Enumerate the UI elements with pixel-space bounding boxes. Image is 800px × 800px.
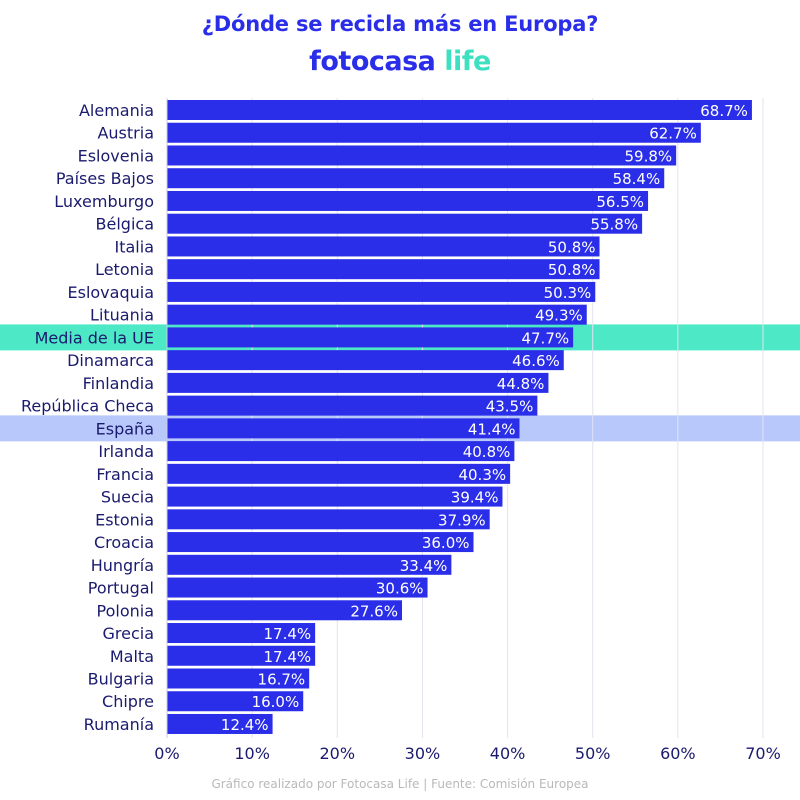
bar — [167, 100, 752, 120]
bar — [167, 509, 490, 530]
value-label: 58.4% — [613, 170, 661, 188]
x-tick-label: 0% — [154, 744, 179, 763]
value-label: 40.8% — [463, 443, 511, 461]
bar — [167, 350, 564, 371]
category-label: Lituania — [90, 306, 154, 325]
value-label: 59.8% — [624, 147, 672, 165]
category-label: Hungría — [91, 556, 154, 575]
bar — [167, 486, 503, 507]
category-label: Italia — [115, 237, 155, 256]
bar — [167, 259, 600, 280]
category-label: Estonia — [95, 510, 154, 529]
value-label: 49.3% — [535, 307, 583, 325]
category-label: Bulgaria — [88, 670, 154, 689]
category-label: Suecia — [101, 488, 154, 507]
value-label: 44.8% — [497, 375, 545, 393]
bar — [167, 190, 649, 211]
value-label: 27.6% — [350, 602, 398, 620]
category-label: Eslovaquia — [68, 283, 155, 302]
bar — [167, 236, 600, 257]
brand-logo: fotocasa life — [0, 46, 800, 77]
category-label: Malta — [110, 647, 154, 666]
bar — [167, 395, 538, 416]
value-label: 41.4% — [468, 420, 516, 438]
chart-title: ¿Dónde se recicla más en Europa? — [201, 12, 599, 36]
category-label: Irlanda — [98, 442, 154, 461]
bar — [167, 122, 701, 143]
value-label: 62.7% — [649, 125, 697, 143]
category-label: Dinamarca — [67, 351, 154, 370]
value-label: 46.6% — [512, 352, 560, 370]
value-label: 30.6% — [376, 580, 424, 598]
value-label: 16.0% — [252, 693, 300, 711]
bar — [167, 713, 273, 734]
bar — [167, 372, 549, 393]
category-label: Grecia — [102, 624, 154, 643]
value-label: 50.3% — [544, 284, 592, 302]
category-label: Rumanía — [84, 715, 154, 734]
bar — [167, 168, 665, 189]
x-tick-label: 60% — [660, 744, 696, 763]
bar — [167, 668, 310, 689]
category-label: España — [96, 419, 154, 438]
category-label: Austria — [97, 124, 154, 143]
bar — [167, 623, 316, 644]
category-label: Luxemburgo — [54, 192, 154, 211]
bar — [167, 327, 574, 348]
value-label: 50.8% — [548, 238, 596, 256]
value-label: 37.9% — [438, 511, 486, 529]
x-tick-label: 50% — [575, 744, 611, 763]
bar — [167, 600, 402, 621]
value-label: 39.4% — [451, 489, 499, 507]
x-tick-label: 20% — [320, 744, 356, 763]
brand-logo-main: fotocasa — [309, 46, 445, 77]
category-label: Croacia — [94, 533, 154, 552]
value-label: 12.4% — [221, 716, 269, 734]
category-label: Bélgica — [96, 215, 154, 234]
bar — [167, 532, 474, 553]
bar — [167, 691, 304, 712]
value-label: 68.7% — [700, 102, 748, 120]
bar — [167, 418, 520, 439]
value-label: 56.5% — [596, 193, 644, 211]
x-tick-label: 30% — [405, 744, 441, 763]
category-label: Francia — [96, 465, 154, 484]
category-label: Letonia — [95, 260, 154, 279]
category-label: Chipre — [102, 692, 154, 711]
bar — [167, 213, 643, 234]
bar — [167, 304, 587, 325]
value-label: 50.8% — [548, 261, 596, 279]
category-label: Finlandia — [83, 374, 154, 393]
bar — [167, 577, 428, 598]
brand-logo-accent: life — [444, 46, 491, 77]
category-label: República Checa — [21, 397, 154, 416]
category-label: Países Bajos — [56, 169, 154, 188]
category-label: Eslovenia — [78, 146, 154, 165]
value-label: 17.4% — [263, 625, 311, 643]
x-tick-label: 70% — [745, 744, 781, 763]
category-label: Alemania — [79, 101, 154, 120]
bar — [167, 145, 677, 166]
value-label: 17.4% — [263, 648, 311, 666]
value-label: 36.0% — [422, 534, 470, 552]
x-tick-label: 10% — [234, 744, 270, 763]
bar — [167, 463, 511, 484]
bar — [167, 441, 515, 462]
bar — [167, 645, 316, 666]
x-tick-label: 40% — [490, 744, 526, 763]
bar — [167, 554, 452, 575]
value-label: 16.7% — [258, 671, 306, 689]
source-footnote: Gráfico realizado por Fotocasa Life | Fu… — [211, 777, 589, 791]
value-label: 47.7% — [521, 329, 569, 347]
value-label: 40.3% — [458, 466, 506, 484]
bar — [167, 281, 596, 302]
category-label: Polonia — [97, 601, 155, 620]
value-label: 33.4% — [400, 557, 448, 575]
value-label: 55.8% — [590, 216, 638, 234]
category-label: Media de la UE — [35, 328, 154, 347]
category-label: Portugal — [88, 579, 154, 598]
value-label: 43.5% — [486, 398, 534, 416]
